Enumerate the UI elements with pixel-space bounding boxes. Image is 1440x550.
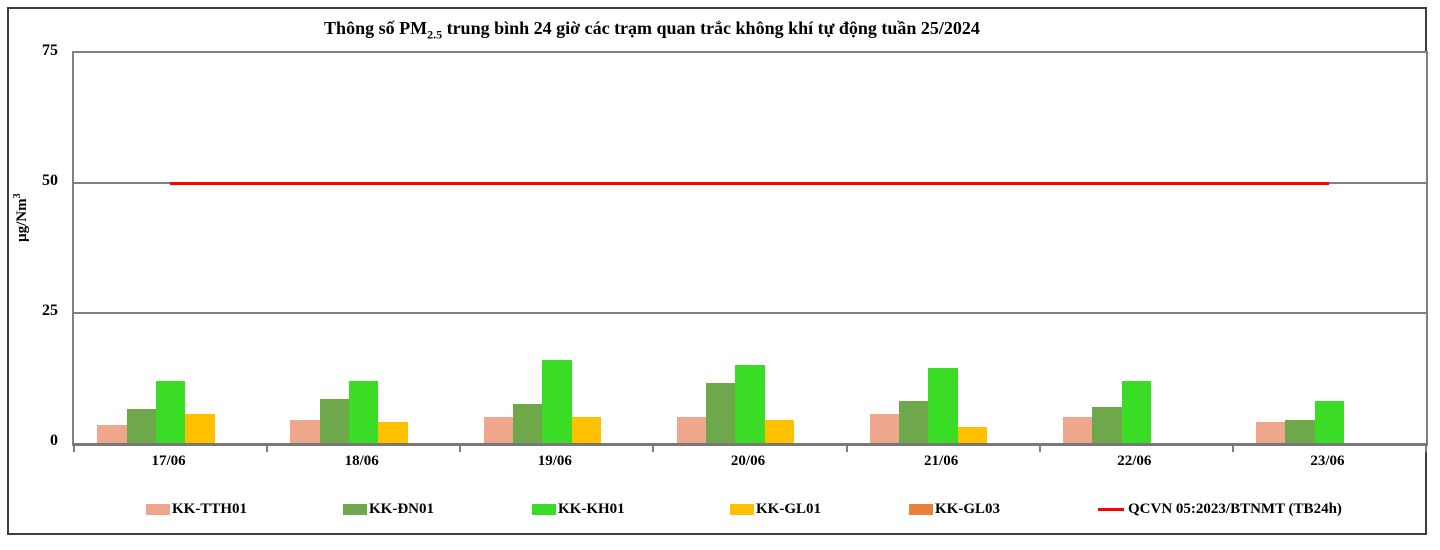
legend-swatch-KK-ĐN01 [343, 503, 367, 515]
bar-KK-ĐN01-20/06 [706, 383, 736, 443]
legend-label-KK-ĐN01: KK-ĐN01 [369, 500, 434, 517]
bar-KK-KH01-23/06 [1314, 401, 1345, 443]
legend-label-KK-TTH01: KK-TTH01 [172, 500, 248, 517]
bar-KK-TTH01-23/06 [1256, 422, 1286, 443]
x-label-22/06: 22/06 [1117, 453, 1152, 469]
y-axis-title-text: µg/Nm [14, 198, 30, 242]
bar-KK-TTH01-19/06 [483, 417, 513, 443]
legend-swatch-KK-GL03 [909, 503, 933, 515]
bar-KK-GL01-18/06 [378, 422, 408, 443]
bar-KK-TTH01-17/06 [97, 424, 127, 443]
legend-item-KK-GL03: KK-GL03 [909, 499, 1000, 519]
x-label-20/06: 20/06 [730, 453, 766, 469]
x-axis-tick [1038, 446, 1041, 452]
reference-line-qcvn [170, 181, 1329, 185]
bar-KK-ĐN01-18/06 [319, 398, 350, 443]
y-tick-label-75: 75 [42, 42, 58, 59]
bar-KK-KH01-20/06 [735, 365, 765, 443]
x-label-18/06: 18/06 [344, 453, 379, 469]
chart-title: Thông số PM2.5 trung bình 24 giờ các trạ… [72, 18, 1232, 43]
plot-area [72, 51, 1428, 452]
bar-KK-ĐN01-17/06 [126, 409, 156, 443]
legend-swatch-KK-KH01 [532, 503, 556, 515]
bar-KK-ĐN01-22/06 [1092, 406, 1122, 443]
bar-KK-KH01-17/06 [155, 380, 186, 443]
y-tick-label-0: 0 [50, 432, 58, 449]
bar-KK-KH01-21/06 [928, 367, 958, 443]
chart-title-suffix: trung bình 24 giờ các trạm quan trắc khô… [442, 18, 980, 38]
bar-KK-TTH01-22/06 [1063, 417, 1093, 443]
bar-KK-KH01-18/06 [349, 380, 379, 443]
bar-KK-TTH01-18/06 [290, 419, 320, 443]
y-tick-label-50: 50 [42, 172, 58, 189]
bar-KK-GL01-21/06 [957, 427, 988, 443]
legend-swatch-KK-TTH01 [146, 503, 170, 515]
chart-title-prefix: Thông số PM [324, 18, 428, 38]
x-axis-tick [652, 446, 655, 452]
bar-KK-TTH01-21/06 [869, 414, 900, 443]
bar-KK-GL01-19/06 [571, 417, 601, 443]
legend-item-KK-KH01: KK-KH01 [532, 499, 625, 519]
x-axis-tick [266, 446, 269, 452]
bar-KK-KH01-19/06 [542, 359, 572, 443]
bar-KK-ĐN01-21/06 [899, 401, 929, 443]
y-tick-label-25: 25 [42, 302, 58, 319]
legend-item-KK-TTH01: KK-TTH01 [146, 499, 247, 519]
x-axis-tick [1231, 446, 1234, 452]
legend-label-KK-GL03: KK-GL03 [935, 500, 1001, 517]
bar-KK-ĐN01-19/06 [512, 404, 543, 443]
legend-swatch-KK-GL01 [730, 503, 754, 515]
x-label-17/06: 17/06 [151, 453, 186, 469]
legend-item-KK-ĐN01: KK-ĐN01 [343, 499, 434, 519]
bar-KK-GL01-20/06 [764, 419, 794, 443]
x-axis-tick [845, 446, 848, 452]
bar-KK-TTH01-20/06 [676, 417, 707, 443]
chart-legend: KK-TTH01 KK-ĐN01 KK-KH01 KK-GL01 KK-GL03 QCVN… [0, 499, 1440, 523]
legend-label-KK-GL01: KK-GL01 [756, 500, 822, 517]
x-label-23/06: 23/06 [1310, 453, 1345, 469]
x-label-21/06: 21/06 [924, 453, 959, 469]
x-axis-tick [459, 446, 462, 452]
legend-item-qcvn: QCVN 05:2023/BTNMT (TB24h) [1098, 499, 1342, 519]
bar-KK-ĐN01-23/06 [1285, 419, 1315, 443]
legend-item-KK-GL01: KK-GL01 [730, 499, 821, 519]
legend-label-KK-KH01: KK-KH01 [558, 500, 625, 517]
legend-line-qcvn [1098, 507, 1124, 511]
x-axis-tick [1425, 446, 1427, 452]
y-axis-title-sup: 3 [12, 193, 23, 199]
gridline-25 [74, 312, 1426, 314]
legend-label-qcvn: QCVN 05:2023/BTNMT (TB24h) [1128, 500, 1342, 517]
x-axis-tick [73, 446, 75, 452]
bar-KK-KH01-22/06 [1121, 380, 1151, 443]
chart-title-subscript: 2.5 [427, 27, 443, 42]
bar-KK-GL01-17/06 [185, 414, 215, 443]
x-label-19/06: 19/06 [537, 453, 572, 469]
